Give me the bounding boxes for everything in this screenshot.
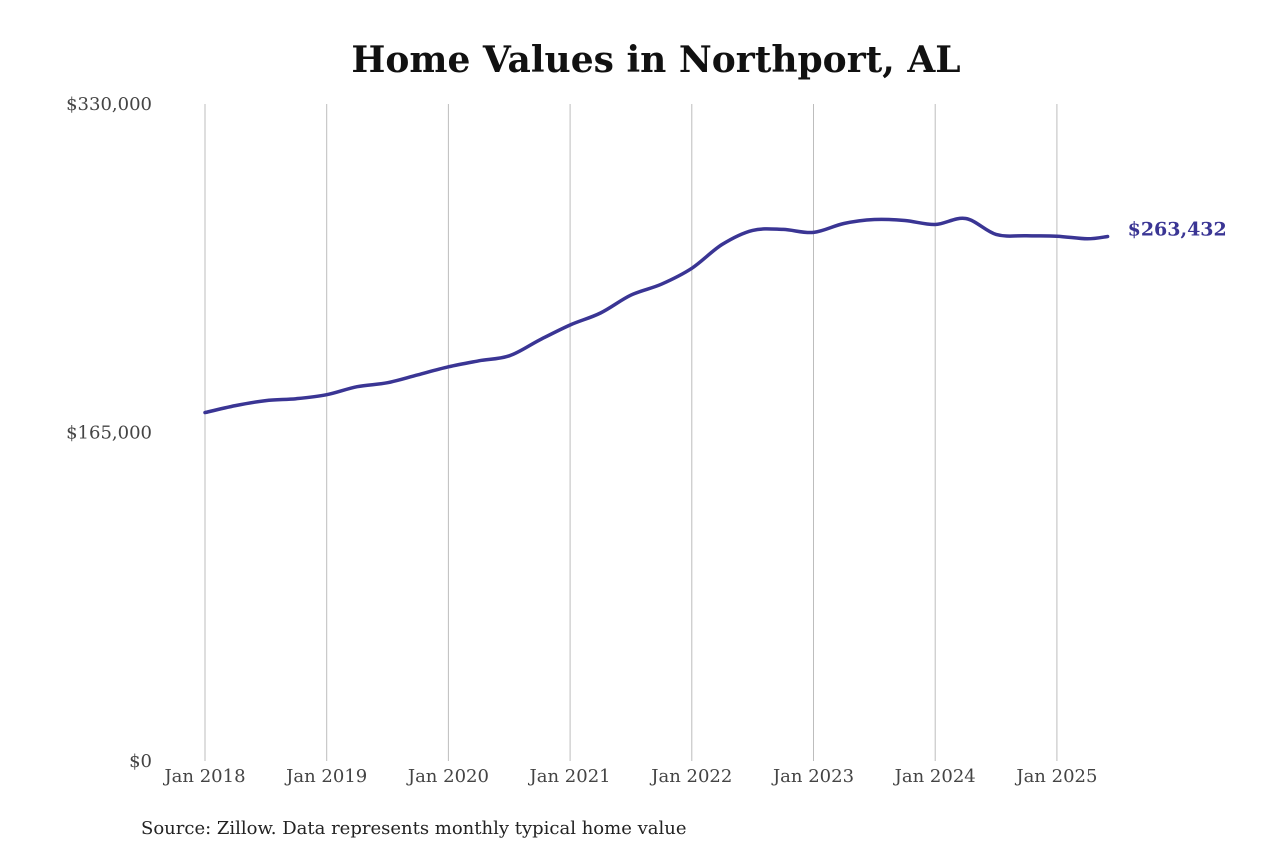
x-tick-label: Jan 2023	[771, 766, 854, 787]
y-tick-label: $0	[129, 751, 152, 772]
x-tick-label: Jan 2024	[893, 766, 976, 787]
source-note: Source: Zillow. Data represents monthly …	[141, 818, 687, 839]
x-tick-label: Jan 2022	[649, 766, 732, 787]
y-tick-label: $165,000	[66, 423, 152, 444]
x-tick-label: Jan 2021	[528, 766, 611, 787]
chart-title: Home Values in Northport, AL	[351, 39, 960, 81]
x-tick-label: Jan 2019	[284, 766, 367, 787]
x-tick-label: Jan 2025	[1014, 766, 1097, 787]
x-tick-label: Jan 2020	[406, 766, 489, 787]
y-axis-tick-labels: $0 $165,000 $330,000	[66, 94, 152, 772]
end-value-label: $263,432	[1128, 219, 1227, 241]
gridlines	[204, 104, 1058, 761]
series-line	[203, 216, 1110, 415]
y-tick-label: $330,000	[66, 94, 152, 115]
x-tick-label: Jan 2018	[162, 766, 245, 787]
x-axis-tick-labels: Jan 2018 Jan 2019 Jan 2020 Jan 2021 Jan 2022…	[162, 766, 1097, 787]
